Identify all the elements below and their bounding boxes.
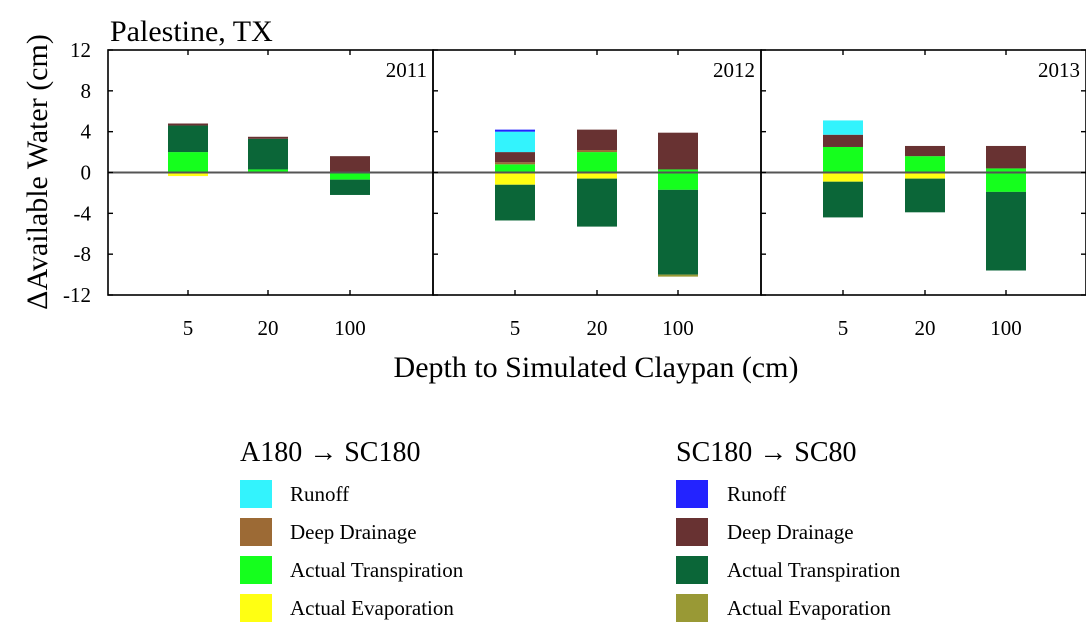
bar-segment-2012-5 [495,164,535,172]
y-tick-label: -12 [63,283,91,307]
bar-segment-2013-5 [823,135,863,147]
bar-segment-2013-20 [905,146,945,156]
bar-segment-2011-100 [330,180,370,195]
bar-segment-2012-5 [495,162,535,164]
legend-swatch [240,518,272,546]
x-tick-label: 100 [662,316,694,340]
bar-segment-2012-20 [577,152,617,172]
legend-item-label: Actual Evaporation [727,596,891,620]
bar-segment-2012-100 [658,173,698,190]
x-axis-title: Depth to Simulated Claypan (cm) [394,351,799,384]
legend-item-label: Deep Drainage [727,520,854,544]
y-tick-label: 8 [81,79,92,103]
bar-segment-2012-5 [495,130,535,132]
legend-item-label: Deep Drainage [290,520,417,544]
panel-2013 [823,120,1026,270]
x-tick-label: 20 [258,316,279,340]
x-tick-label: 5 [838,316,849,340]
bar-segment-2012-100 [658,190,698,275]
x-tick-label: 20 [587,316,608,340]
x-tick-label: 100 [990,316,1022,340]
x-tick-label: 5 [183,316,194,340]
x-tick-label: 20 [915,316,936,340]
bar-segment-2013-20 [905,156,945,172]
legend-item-label: Actual Evaporation [290,596,454,620]
bar-segment-2011-5 [168,126,208,153]
bar-segment-2011-20 [248,137,288,139]
bar-segment-2012-5 [495,152,535,162]
legend-group-title: A180 → SC180 [240,437,420,468]
legend-swatch [240,480,272,508]
bar-segment-2012-100 [658,133,698,170]
bar-segment-2011-5 [168,152,208,172]
legend-swatch [676,556,708,584]
bar-segment-2012-20 [577,150,617,152]
bar-segment-2012-20 [577,179,617,227]
legend-swatch [676,518,708,546]
x-tick-label: 5 [510,316,521,340]
bar-segment-2013-100 [986,146,1026,168]
legend-swatch [240,594,272,622]
panel-2012 [495,130,698,277]
y-tick-label: -4 [74,201,92,225]
bar-segment-2012-5 [495,185,535,221]
y-tick-label: 4 [81,120,92,144]
y-axis-title: ΔAvailable Water (cm) [21,34,54,310]
bar-segment-2013-20 [905,179,945,213]
bar-segment-2013-5 [823,147,863,173]
y-tick-label: 12 [70,38,91,62]
bar-segment-2013-5 [823,182,863,218]
legend-swatch [676,480,708,508]
y-tick-label: 0 [81,161,92,185]
bar-segment-2012-5 [495,173,535,185]
legend-item-label: Actual Transpiration [290,558,464,582]
bar-segment-2013-100 [986,173,1026,192]
bar-segment-2013-5 [823,173,863,182]
bar-segment-2012-5 [495,132,535,152]
legend-group: A180 → SC180 Runoff Deep Drainage Actual Tr… [240,437,464,622]
panel-label: 2013 [1038,58,1080,82]
legend-swatch [240,556,272,584]
y-tick-label: -8 [74,242,92,266]
legend-swatch [676,594,708,622]
panel-2011 [168,124,370,195]
bar-segment-2012-20 [577,130,617,150]
chart-title: Palestine, TX [110,15,273,48]
bar-segment-2013-5 [823,120,863,134]
panel-label: 2011 [386,58,427,82]
bar-segment-2011-100 [330,156,370,172]
legend-item-label: Runoff [290,482,349,506]
bar-segment-2013-100 [986,192,1026,271]
bar-segment-2011-5 [168,124,208,126]
legend-group-title: SC180 → SC80 [676,437,857,468]
bar-segment-2012-100 [658,275,698,277]
bar-segment-2011-20 [248,139,288,170]
bar-segment-2011-100 [330,173,370,180]
legend-item-label: Runoff [727,482,786,506]
legend-item-label: Actual Transpiration [727,558,901,582]
x-tick-label: 100 [334,316,366,340]
panel-label: 2012 [713,58,755,82]
legend-group: SC180 → SC80 Runoff Deep Drainage Actual Tr… [676,437,901,622]
